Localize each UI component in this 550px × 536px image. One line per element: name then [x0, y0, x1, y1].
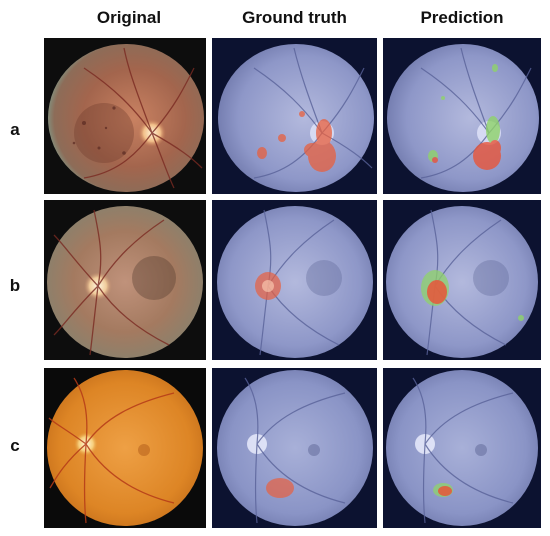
column-header-prediction: Prediction — [420, 8, 504, 27]
fundus-overlay-b-ground-truth — [212, 200, 377, 360]
row-label-c: c — [10, 436, 20, 455]
row-label-a: a — [10, 120, 20, 139]
row-label-b: b — [9, 276, 21, 295]
panel-b-original — [44, 200, 206, 360]
column-header-ground-truth: Ground truth — [242, 8, 347, 27]
fundus-overlay-c-ground-truth — [212, 368, 377, 528]
panel-c-prediction — [383, 368, 541, 528]
fundus-image-b-original — [44, 200, 206, 360]
panel-b-ground-truth — [212, 200, 377, 360]
panel-c-original — [44, 368, 206, 528]
fundus-image-a-original — [44, 38, 206, 194]
panel-a-ground-truth — [212, 38, 377, 194]
panel-c-ground-truth — [212, 368, 377, 528]
fundus-image-c-original — [44, 368, 206, 528]
panel-a-prediction — [383, 38, 541, 194]
panel-b-prediction — [383, 200, 541, 360]
fundus-overlay-a-ground-truth — [212, 38, 377, 194]
panel-a-original — [44, 38, 206, 194]
fundus-overlay-b-prediction — [383, 200, 541, 360]
fundus-overlay-a-prediction — [383, 38, 541, 194]
fundus-overlay-c-prediction — [383, 368, 541, 528]
column-header-original: Original — [96, 8, 162, 27]
